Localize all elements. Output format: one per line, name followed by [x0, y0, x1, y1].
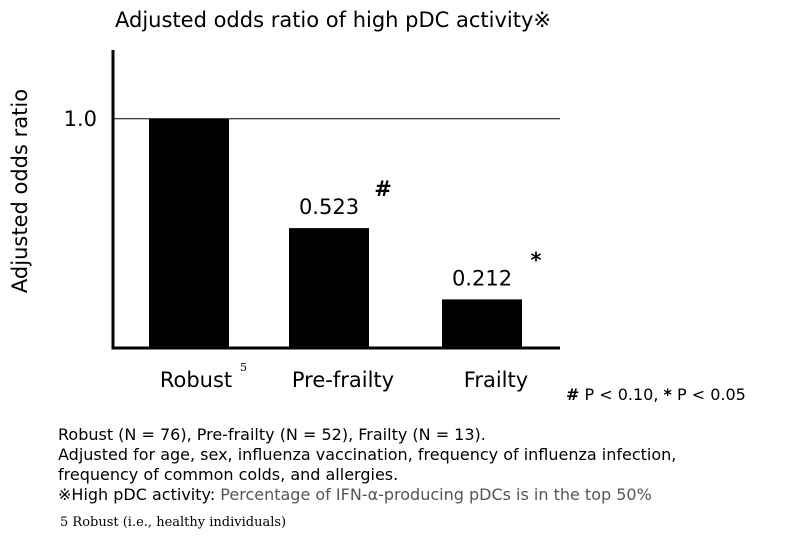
bar-chart: 1.0 Robust 5 Pre-frailty Frailty 0.523 #0.212 * [64, 50, 560, 392]
notes: Robust (N = 76), Pre-frailty (N = 52), F… [58, 425, 676, 505]
significance-note: # P < 0.10, * P < 0.05 [566, 385, 746, 404]
bar-frailty [442, 299, 522, 348]
note-line-adjusted-1: Adjusted for age, sex, influenza vaccina… [58, 445, 677, 464]
footnote: 5 Robust (i.e., healthy individuals) [60, 515, 287, 530]
x-tick-superscript: 5 [240, 361, 247, 374]
star-mark: * [663, 385, 672, 404]
x-tick-label: Frailty [464, 368, 528, 392]
significance-mark: * [531, 248, 542, 272]
data-label: 0.523 [299, 195, 359, 219]
bar-pre-frailty [289, 228, 369, 348]
hash-mark: # [566, 385, 580, 404]
y-tick-label: 1.0 [64, 107, 97, 131]
significance-mark: # [374, 177, 392, 201]
data-label: 0.212 [452, 266, 512, 290]
x-tick-label: Pre-frailty [292, 368, 394, 392]
chart-title: Adjusted odds ratio of high pDC activity… [115, 8, 552, 32]
star-text: P < 0.05 [671, 385, 746, 404]
definition-text: Percentage of IFN-α-producing pDCs is in… [220, 485, 652, 504]
definition-term: ※High pDC activity: [58, 485, 221, 504]
bar-robust [149, 118, 229, 349]
note-line-definition: ※High pDC activity: Percentage of IFN-α-… [58, 485, 676, 505]
x-tick-label: Robust [160, 368, 232, 392]
hash-text: P < 0.10, [579, 385, 664, 404]
note-line-adjusted-2: frequency of common colds, and allergies… [58, 465, 399, 484]
note-line-sample-sizes: Robust (N = 76), Pre-frailty (N = 52), F… [58, 425, 486, 444]
